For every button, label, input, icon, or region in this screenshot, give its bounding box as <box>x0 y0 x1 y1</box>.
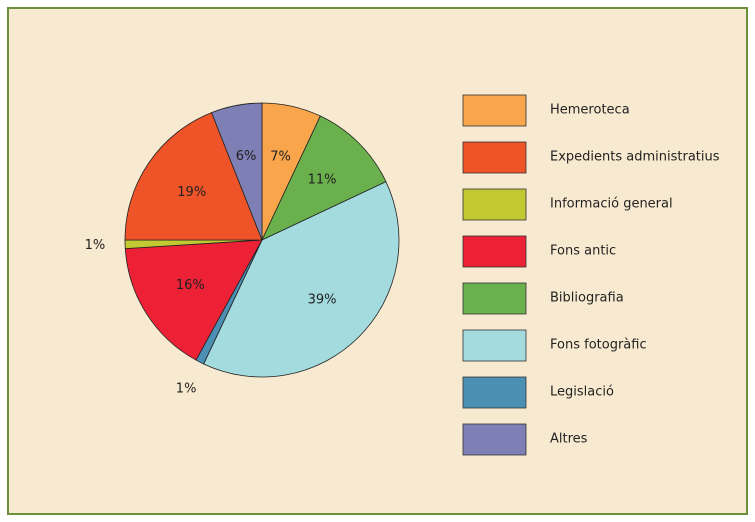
pie-slice <box>203 181 400 378</box>
legend-swatch <box>462 235 527 268</box>
legend-label: Altres <box>550 432 588 447</box>
legend-swatch <box>462 141 527 174</box>
slice-label: 7% <box>270 150 291 165</box>
pie-slice <box>261 115 387 241</box>
slice-label: 11% <box>308 172 337 187</box>
slice-label: 19% <box>177 185 206 200</box>
legend-label: Expedients administratius <box>550 150 720 165</box>
legend-label: Hemeroteca <box>550 103 630 118</box>
legend-swatch <box>462 423 527 456</box>
pie-slice <box>211 102 263 241</box>
pie-slice <box>124 239 263 361</box>
slice-label: 6% <box>236 149 257 164</box>
slice-label: 39% <box>308 293 337 308</box>
slice-label: 1% <box>176 381 197 396</box>
pie-slice <box>124 112 263 241</box>
legend-label: Informació general <box>550 197 673 212</box>
legend-swatch <box>462 329 527 362</box>
slice-label: 16% <box>176 278 205 293</box>
legend-label: Fons antic <box>550 244 616 259</box>
legend-swatch <box>462 376 527 409</box>
legend-swatch <box>462 282 527 315</box>
legend-label: Legislació <box>550 385 614 400</box>
legend-swatch <box>462 188 527 221</box>
slice-label: 1% <box>85 238 106 253</box>
legend-label: Bibliografia <box>550 291 624 306</box>
legend-swatch <box>462 94 527 127</box>
legend-label: Fons fotogràfic <box>550 338 647 353</box>
